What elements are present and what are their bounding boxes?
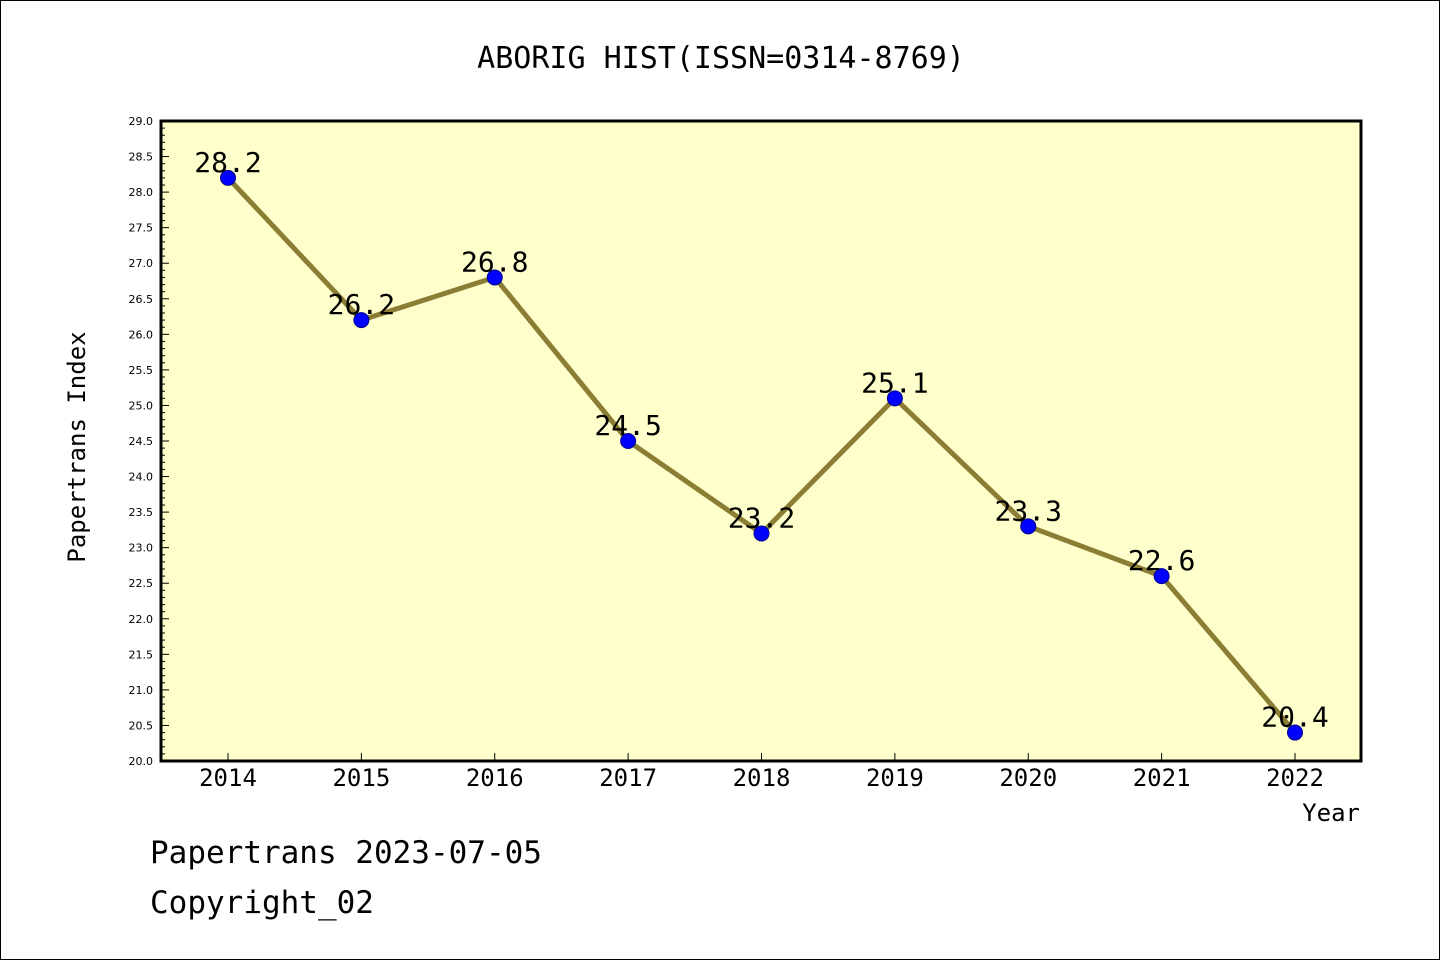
chart-title: ABORIG HIST(ISSN=0314-8769) xyxy=(477,41,965,76)
data-label: 23.3 xyxy=(995,494,1062,527)
x-tick-label: 2022 xyxy=(1266,764,1324,792)
data-label: 23.2 xyxy=(728,501,795,534)
y-tick-label: 22.0 xyxy=(129,613,154,626)
x-tick-label: 2015 xyxy=(332,764,390,792)
data-label: 25.1 xyxy=(861,366,928,399)
data-label: 24.5 xyxy=(594,409,661,442)
data-label: 28.2 xyxy=(194,146,261,179)
y-tick-label: 21.5 xyxy=(129,648,154,661)
y-tick-label: 26.0 xyxy=(129,328,154,341)
y-tick-label: 29.0 xyxy=(129,115,154,128)
y-tick-label: 23.5 xyxy=(129,506,154,519)
data-label: 22.6 xyxy=(1128,544,1195,577)
y-tick-label: 24.0 xyxy=(129,471,154,484)
data-labels: 28.2 26.2 26.8 24.5 23.2 25.1 23.3 22.6 20.4 xyxy=(194,146,1328,734)
y-axis-label: Papertrans Index xyxy=(63,331,91,562)
y-tick-label: 28.0 xyxy=(129,186,154,199)
plot-area xyxy=(159,119,1363,763)
x-tick-label: 2014 xyxy=(199,764,257,792)
data-point xyxy=(486,269,503,286)
x-tick-label: 2021 xyxy=(1133,764,1191,792)
y-tick-label: 26.5 xyxy=(129,293,154,306)
y-tick-label: 24.5 xyxy=(129,435,154,448)
x-tick-label: 2016 xyxy=(466,764,524,792)
data-point xyxy=(620,433,637,449)
x-tick-label: 2020 xyxy=(999,764,1057,792)
footer-date: Papertrans 2023-07-05 xyxy=(150,835,542,871)
data-label: 20.4 xyxy=(1261,701,1328,734)
data-label: 26.2 xyxy=(328,288,395,321)
line-chart: ABORIG HIST(ISSN=0314-8769) 20.0 20.5 21.0… xyxy=(63,41,1363,827)
y-tick-label: 25.0 xyxy=(129,399,154,412)
data-label: 26.8 xyxy=(461,245,528,278)
x-tick-label: 2019 xyxy=(866,764,924,792)
data-point xyxy=(886,390,903,407)
data-point xyxy=(220,169,236,186)
data-markers xyxy=(220,169,1303,741)
x-tick-label: 2018 xyxy=(733,764,791,792)
x-tick-label: 2017 xyxy=(599,764,657,792)
y-tick-label: 25.5 xyxy=(129,364,154,377)
data-point xyxy=(353,312,370,329)
y-tick-label: 20.5 xyxy=(129,719,154,732)
y-tick-label: 23.0 xyxy=(129,542,154,555)
data-point xyxy=(753,525,770,542)
data-point xyxy=(1287,724,1303,741)
y-axis-ticks: 20.0 20.5 21.0 21.5 22.0 22.5 23.0 23.5 24.0 24.5… xyxy=(129,115,169,768)
y-tick-label: 27.5 xyxy=(129,222,154,235)
y-tick-label: 27.0 xyxy=(129,257,154,270)
y-tick-label: 22.5 xyxy=(129,577,154,590)
y-tick-label: 28.5 xyxy=(129,151,154,164)
footer-copyright: Copyright_02 xyxy=(150,885,374,921)
x-axis-label: Year xyxy=(1302,799,1360,827)
data-point xyxy=(1153,568,1170,585)
x-axis-ticks: 2014 2015 2016 2017 2018 2019 2020 2021 2022 xyxy=(199,753,1324,792)
y-tick-label: 21.0 xyxy=(129,684,154,697)
y-tick-label: 20.0 xyxy=(129,755,154,768)
data-point xyxy=(1020,518,1037,535)
